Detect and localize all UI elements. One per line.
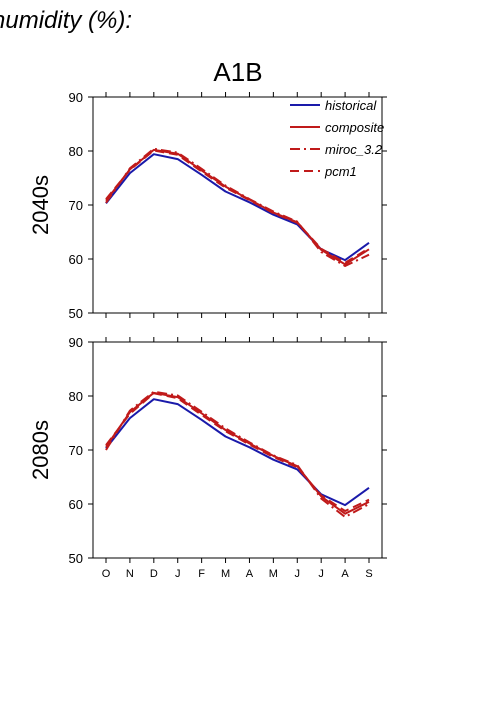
y-tick-label: 80 (69, 144, 83, 159)
x-tick-label: J (295, 568, 301, 580)
y-tick-label: 50 (69, 551, 83, 566)
plot-frame (92, 341, 383, 559)
legend-label: miroc_3.2 (325, 142, 383, 157)
row-label: 2040s (28, 175, 53, 235)
y-tick-label: 90 (69, 90, 83, 105)
y-tick-label: 90 (69, 335, 83, 350)
row-label: 2080s (28, 420, 53, 480)
y-tick-label: 60 (69, 252, 83, 267)
x-tick-label: J (318, 568, 324, 580)
chart-panel-2040s: 50 60 70 80 90 2040s historical composite miroc_… (28, 90, 387, 321)
legend-label: composite (325, 120, 384, 135)
x-tick-label: O (102, 568, 111, 580)
x-tick-label: N (126, 568, 134, 580)
x-tick-label: J (175, 568, 181, 580)
series-line-pcm1 (105, 149, 370, 264)
x-tick-label: M (269, 568, 278, 580)
figure-title: A1B (213, 57, 262, 87)
legend-label: historical (325, 98, 377, 113)
x-tick-label: S (365, 568, 372, 580)
x-tick-label: F (198, 568, 205, 580)
y-tick-label: 60 (69, 497, 83, 512)
y-tick-label: 70 (69, 443, 83, 458)
x-tick-label: D (150, 568, 158, 580)
series-line-historical (105, 398, 370, 507)
x-tick-label: A (341, 568, 349, 580)
series-line-miroc-3-2 (105, 390, 370, 518)
series-line-miroc-3-2 (105, 147, 370, 267)
chart-panel-2080s: 50 60 70 80 90 O N D J F M A M J J A S 2080s (28, 335, 387, 580)
legend: historical composite miroc_3.2 pcm1 (290, 98, 384, 179)
chart-panels: 50 60 70 80 90 2040s historical composite miroc_… (28, 90, 387, 580)
series-line-pcm1 (105, 392, 370, 512)
series-line-composite (105, 391, 370, 515)
figure-heading: humidity (%): (0, 7, 132, 34)
y-tick-label: 50 (69, 306, 83, 321)
y-tick-label: 70 (69, 198, 83, 213)
x-tick-label: M (221, 568, 230, 580)
y-tick-label: 80 (69, 389, 83, 404)
legend-label: pcm1 (324, 164, 357, 179)
x-tick-label: A (246, 568, 254, 580)
